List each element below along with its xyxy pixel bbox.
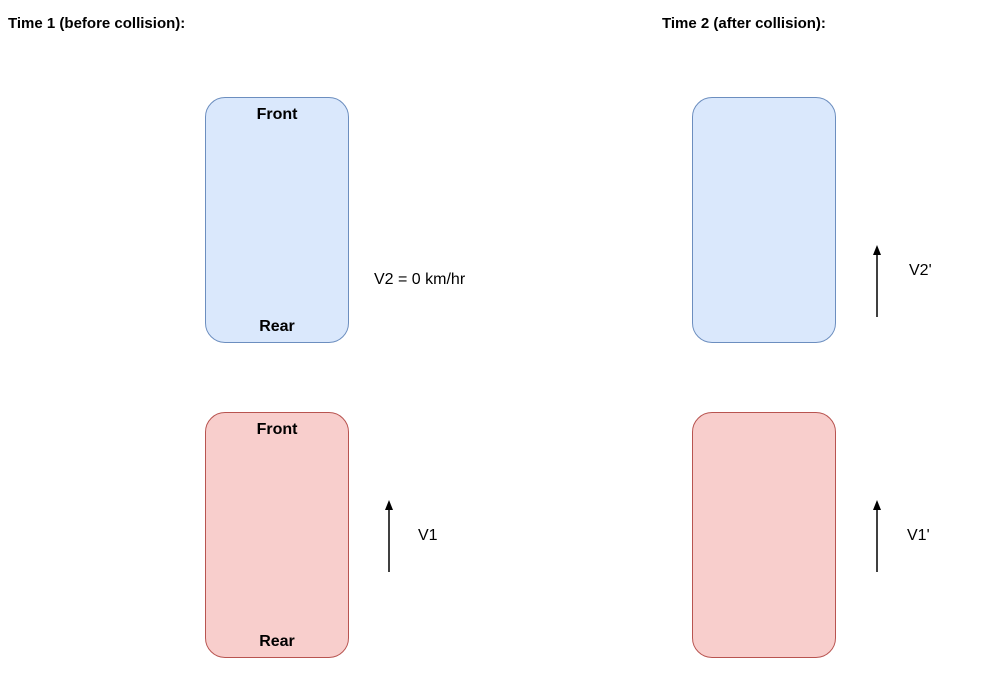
- time1-title: Time 1 (before collision):: [8, 15, 186, 32]
- time1-v2-label: V2 = 0 km/hr: [374, 271, 466, 288]
- time1-red-rear-label: Rear: [259, 633, 295, 650]
- time1-v1-label: V1: [418, 527, 438, 544]
- arrow-up-icon: [870, 245, 884, 317]
- time2-v1-label: V1': [907, 527, 930, 544]
- time1-blue-rear-label: Rear: [259, 318, 295, 335]
- arrow-up-icon: [382, 500, 396, 572]
- time1-red-front-label: Front: [256, 421, 298, 438]
- time2-car-front-vehicle: [692, 97, 836, 343]
- time2-car-rear-vehicle: [692, 412, 836, 658]
- time1-car-rear-vehicle: Front Rear: [205, 412, 349, 658]
- time1-blue-front-label: Front: [256, 106, 298, 123]
- arrow-up-icon: [870, 500, 884, 572]
- time2-title: Time 2 (after collision):: [662, 15, 826, 32]
- time1-car-front-vehicle: Front Rear: [205, 97, 349, 343]
- time2-v2-label: V2': [909, 262, 932, 279]
